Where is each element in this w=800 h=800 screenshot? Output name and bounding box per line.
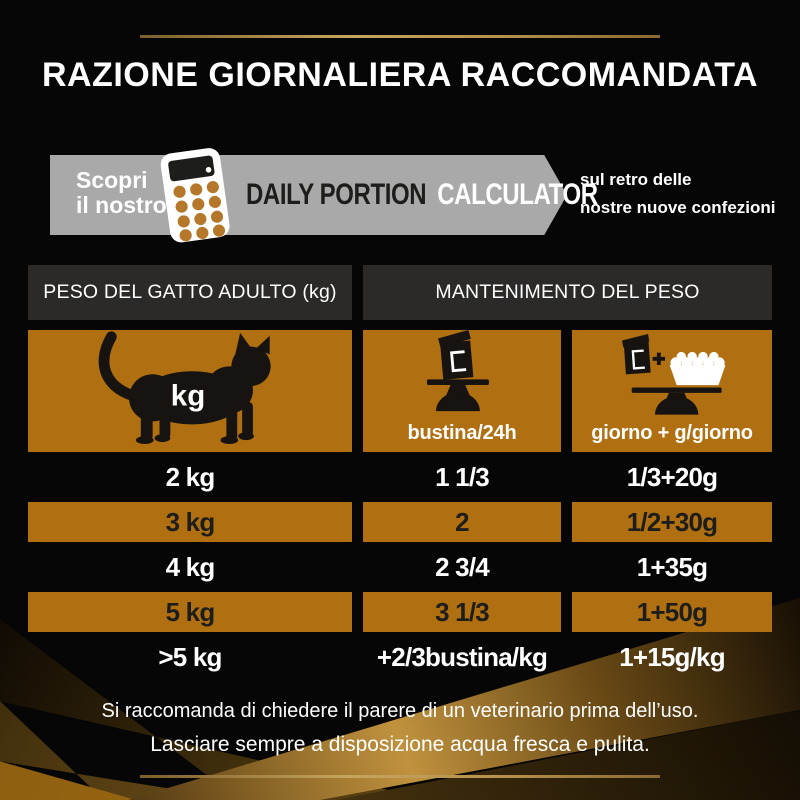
row-weight: 3 kg [28,502,352,542]
feeding-table: kg [28,330,772,677]
calculator-icon [154,141,240,249]
header-cat-weight: PESO DEL GATTO ADULTO (kg) [28,265,352,320]
bottom-divider-line [140,775,660,778]
gold-ribbon-decoration [0,585,800,800]
footer-disclaimer-line2: Lasciare sempre a disposizione acqua fre… [150,733,650,756]
row-pouches: +2/3bustina/kg [376,641,548,672]
mixed-column-label: giorno + g/giorno [591,422,753,444]
row-weight: >5 kg [158,641,222,672]
banner-intro-line2: il nostro [76,192,167,219]
banner-aside-text: sul retro delle nostre nuove confezioni [580,166,776,222]
row-pouches: 2 [363,502,561,542]
row-pouches: 3 1/3 [363,592,561,632]
footer-disclaimer-line1: Si raccomanda di chiedere il parere di u… [101,700,699,722]
row-pouches: 1 1/3 [435,461,490,492]
row-mixed: 1+15g/kg [619,641,725,672]
cat-icon-cell: kg [28,330,352,452]
row-weight: 2 kg [165,461,216,492]
row-mixed: 1+35g [636,551,708,582]
banner-slogan: DAILY PORTION CALCULATOR [246,178,598,212]
pouch-plus-bowl-on-scale-icon [610,330,734,422]
page-title: RAZIONE GIORNALIERA RACCOMANDATA [41,56,759,94]
row-weight: 4 kg [165,551,216,582]
pouch-column-label: bustina/24h [407,422,517,444]
mixed-column-cell: giorno + g/giorno [572,330,772,452]
banner-aside-line1: sul retro delle [580,170,692,189]
row-mixed: 1/2+30g [572,502,772,542]
banner-intro-line1: Scopri [76,167,148,193]
svg-text:kg: kg [171,380,205,413]
banner-aside-line2: nostre nuove confezioni [580,198,776,218]
banner-slogan-light: CALCULATOR [437,178,598,211]
row-mixed: 1/3+20g [626,461,718,492]
top-divider-line [140,35,660,38]
cat-silhouette-icon: kg [65,330,315,452]
banner-slogan-dark: DAILY PORTION [246,178,427,211]
row-mixed: 1+50g [572,592,772,632]
row-weight: 5 kg [28,592,352,632]
banner-intro-text: Scopri il nostro [76,167,167,219]
row-pouches: 2 3/4 [435,551,490,582]
pouch-on-scale-icon [409,330,515,422]
header-weight-maintenance: MANTENIMENTO DEL PESO [363,265,772,320]
pouch-column-cell: bustina/24h [363,330,561,452]
banner-arrow-background [50,155,567,235]
daily-portion-banner: Scopri il nostro DAILY PORTIO [50,148,598,243]
